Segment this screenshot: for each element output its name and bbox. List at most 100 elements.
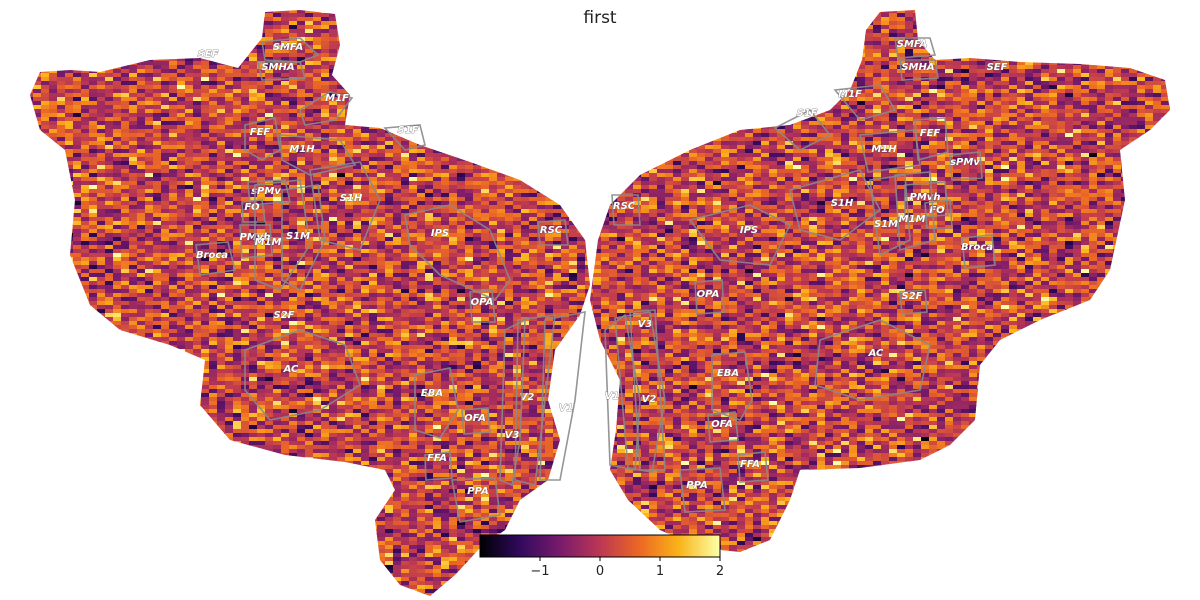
left-roi-label-s1f: S1F <box>398 125 419 136</box>
right-roi-outline-ips <box>688 204 792 266</box>
left-roi-outline-eba <box>414 367 459 439</box>
right-hemisphere: SMFA SMHA SEF M1F S1F FEF M1H sPMv RSC PMvh S1H FO I… <box>590 10 1170 552</box>
right-roi-label-s1m: S1M <box>874 219 898 230</box>
left-roi-outline-m1h <box>279 134 357 176</box>
colorbar-tick-label: 2 <box>716 564 724 579</box>
left-roi-label-m1h: M1H <box>289 144 315 155</box>
colorbar-tick-label: −1 <box>530 564 549 579</box>
left-roi-label-broca: Broca <box>196 250 228 261</box>
left-roi-label-smfa: SMFA <box>273 42 303 53</box>
right-roi-outline-m1f <box>833 84 897 121</box>
left-roi-outline-m1m <box>254 179 311 291</box>
right-roi-outline-s1m <box>869 174 911 257</box>
right-roi-label-ofa: OFA <box>711 419 733 430</box>
right-roi-outline-ppa <box>679 467 726 513</box>
left-roi-label-eba: EBA <box>421 388 443 399</box>
right-roi-outline-ffa <box>737 451 769 483</box>
left-roi-label-ips: IPS <box>431 228 449 239</box>
left-roi-outline-v1 <box>539 311 586 481</box>
colorbar: −1 0 1 2 <box>479 534 724 579</box>
right-roi-label-ac: AC <box>868 348 884 359</box>
left-roi-label-ffa: FFA <box>427 453 447 464</box>
left-roi-outline-ffa <box>424 451 453 481</box>
left-roi-label-v2: V2 <box>520 392 535 403</box>
right-roi-label-smha: SMHA <box>901 62 934 73</box>
left-roi-outline-m1f <box>299 91 354 126</box>
right-roi-label-ffa: FFA <box>740 459 760 470</box>
right-roi-outline-m1h <box>859 129 921 173</box>
left-roi-outline-ac <box>244 329 361 421</box>
left-roi-outline-s1h <box>309 161 381 251</box>
right-roi-label-v1: V1 <box>605 391 620 402</box>
left-roi-outline-smha <box>257 61 307 81</box>
right-roi-outline-s1h <box>789 169 882 241</box>
left-roi-label-ac: AC <box>283 364 299 375</box>
right-roi-label-fo: FO <box>929 205 945 216</box>
left-roi-outline-opa <box>469 289 496 323</box>
left-roi-label-rsc: RSC <box>540 225 563 236</box>
left-roi-outline-ips <box>404 204 511 301</box>
right-roi-outline-ofa <box>707 411 739 443</box>
left-roi-label-m1f: M1F <box>325 93 349 104</box>
left-roi-label-spmv: sPMv <box>251 186 281 197</box>
right-roi-label-s2f: S2F <box>902 291 923 302</box>
left-roi-label-s1m: S1M <box>286 231 310 242</box>
left-roi-label-sef: SEF <box>198 49 219 60</box>
left-roi-outline-ppa <box>451 477 501 523</box>
colorbar-gradient <box>480 535 721 557</box>
left-roi-label-smha: SMHA <box>261 62 294 73</box>
left-roi-outline-s1f <box>383 124 426 151</box>
right-roi-label-fef: FEF <box>920 128 941 139</box>
right-roi-label-m1m: M1M <box>899 214 926 225</box>
right-roi-outline-eba <box>711 351 753 421</box>
left-roi-outline-s1m <box>281 184 326 292</box>
right-roi-outline-pmvh <box>904 181 949 219</box>
left-roi-label-ppa: PPA <box>467 486 488 497</box>
right-roi-outline-smha <box>899 59 939 81</box>
right-roi-label-eba: EBA <box>717 368 739 379</box>
left-roi-label-m1m: M1M <box>255 237 282 248</box>
right-roi-label-s1f: S1F <box>797 108 818 119</box>
right-roi-outline-broca <box>961 234 996 269</box>
right-roi-outline-v2 <box>614 311 666 473</box>
left-roi-outline-ofa <box>461 407 491 435</box>
right-roi-label-spmv: sPMv <box>950 157 980 168</box>
right-roi-outline-s2f <box>899 289 928 315</box>
right-roi-label-m1h: M1H <box>871 144 897 155</box>
figure-title: first <box>0 8 1200 28</box>
right-roi-outline-rsc <box>611 194 641 226</box>
right-roi-outline-m1m <box>894 171 936 252</box>
right-roi-outline-s1f <box>773 108 832 151</box>
left-roi-label-opa: OPA <box>471 297 494 308</box>
right-roi-label-v3: V3 <box>638 319 653 330</box>
right-roi-outline-ac <box>814 319 931 401</box>
right-roi-label-m1f: M1F <box>838 89 862 100</box>
left-roi-outline-rsc <box>537 219 569 246</box>
left-roi-label-s2f: S2F <box>274 310 295 321</box>
left-roi-outline-v2 <box>514 314 556 486</box>
left-roi-label-s1h: S1H <box>340 193 363 204</box>
colorbar-tick-label: 1 <box>656 564 664 579</box>
right-roi-outline-fo <box>924 199 953 229</box>
left-roi-label-fef: FEF <box>250 127 271 138</box>
right-roi-outline-spmv <box>949 151 983 181</box>
right-roi-label-smfa: SMFA <box>897 39 927 50</box>
colorbar-tick-label: 0 <box>596 564 604 579</box>
left-roi-label-v1: V1 <box>559 403 574 414</box>
right-roi-label-v2: V2 <box>642 394 657 405</box>
right-roi-outline-v3 <box>629 309 666 471</box>
left-roi-outline-spmv <box>247 179 291 206</box>
right-roi-label-broca: Broca <box>961 242 993 253</box>
left-roi-outline-fef <box>244 117 281 161</box>
right-roi-label-opa: OPA <box>697 289 720 300</box>
right-roi-outline-opa <box>694 279 725 315</box>
left-roi-label-fo: FO <box>244 202 260 213</box>
left-roi-outline-pmvh <box>239 224 273 259</box>
right-roi-label-s1h: S1H <box>831 198 854 209</box>
right-roi-outline-smfa <box>894 37 937 59</box>
right-roi-label-pmvh: PMvh <box>910 192 941 203</box>
right-roi-label-ips: IPS <box>740 225 758 236</box>
